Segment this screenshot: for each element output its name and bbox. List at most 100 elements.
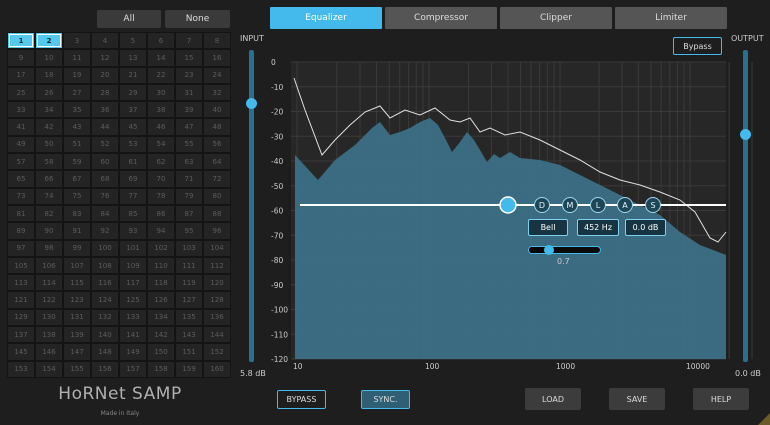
- preset-cell[interactable]: 78: [147, 187, 175, 205]
- eq-bypass-button[interactable]: Bypass: [673, 37, 722, 55]
- preset-cell[interactable]: 135: [175, 308, 203, 327]
- preset-cell[interactable]: 21: [119, 66, 147, 84]
- select-none-button[interactable]: None: [165, 10, 230, 28]
- preset-cell[interactable]: 22: [147, 66, 175, 84]
- band-option-s-button[interactable]: S: [645, 197, 661, 213]
- preset-cell[interactable]: 42: [35, 118, 63, 136]
- preset-cell[interactable]: 32: [203, 83, 231, 102]
- preset-cell[interactable]: 157: [119, 360, 147, 378]
- preset-cell[interactable]: 48: [203, 118, 231, 136]
- preset-cell[interactable]: 37: [119, 101, 147, 119]
- preset-cell[interactable]: 112: [203, 256, 231, 275]
- preset-cell[interactable]: 136: [203, 308, 231, 327]
- band-option-m-button[interactable]: M: [562, 197, 578, 213]
- preset-cell[interactable]: 97: [7, 239, 35, 257]
- preset-cell[interactable]: 145: [7, 343, 35, 361]
- preset-cell[interactable]: 110: [147, 256, 175, 275]
- preset-cell[interactable]: 10: [35, 49, 63, 67]
- preset-cell[interactable]: 46: [147, 118, 175, 136]
- input-slider[interactable]: [249, 50, 254, 362]
- preset-cell[interactable]: 92: [91, 222, 119, 240]
- preset-cell[interactable]: 111: [175, 256, 203, 275]
- preset-cell[interactable]: 90: [35, 222, 63, 240]
- preset-cell[interactable]: 2: [35, 32, 63, 50]
- preset-cell[interactable]: 133: [119, 308, 147, 327]
- preset-cell[interactable]: 102: [147, 239, 175, 257]
- preset-cell[interactable]: 108: [91, 256, 119, 275]
- preset-cell[interactable]: 72: [203, 170, 231, 188]
- preset-cell[interactable]: 69: [119, 170, 147, 188]
- band-q-slider[interactable]: [528, 245, 601, 255]
- preset-cell[interactable]: 5: [119, 32, 147, 50]
- preset-cell[interactable]: 17: [7, 66, 35, 84]
- preset-cell[interactable]: 101: [119, 239, 147, 257]
- preset-cell[interactable]: 122: [35, 291, 63, 309]
- preset-cell[interactable]: 158: [147, 360, 175, 378]
- preset-cell[interactable]: 99: [63, 239, 91, 257]
- preset-cell[interactable]: 113: [7, 274, 35, 292]
- preset-cell[interactable]: 83: [63, 204, 91, 223]
- preset-cell[interactable]: 138: [35, 326, 63, 344]
- preset-cell[interactable]: 107: [63, 256, 91, 275]
- preset-cell[interactable]: 43: [63, 118, 91, 136]
- select-all-button[interactable]: All: [97, 10, 161, 28]
- preset-cell[interactable]: 58: [35, 153, 63, 171]
- preset-cell[interactable]: 73: [7, 187, 35, 205]
- preset-cell[interactable]: 114: [35, 274, 63, 292]
- preset-cell[interactable]: 6: [147, 32, 175, 50]
- preset-cell[interactable]: 143: [175, 326, 203, 344]
- preset-cell[interactable]: 118: [147, 274, 175, 292]
- preset-cell[interactable]: 151: [175, 343, 203, 361]
- preset-cell[interactable]: 155: [63, 360, 91, 378]
- preset-cell[interactable]: 144: [203, 326, 231, 344]
- preset-cell[interactable]: 54: [147, 135, 175, 154]
- preset-cell[interactable]: 65: [7, 170, 35, 188]
- preset-cell[interactable]: 9: [7, 49, 35, 67]
- preset-cell[interactable]: 53: [119, 135, 147, 154]
- preset-cell[interactable]: 70: [147, 170, 175, 188]
- preset-cell[interactable]: 59: [63, 153, 91, 171]
- preset-cell[interactable]: 64: [203, 153, 231, 171]
- preset-cell[interactable]: 80: [203, 187, 231, 205]
- preset-cell[interactable]: 117: [119, 274, 147, 292]
- preset-cell[interactable]: 150: [147, 343, 175, 361]
- preset-cell[interactable]: 159: [175, 360, 203, 378]
- preset-cell[interactable]: 79: [175, 187, 203, 205]
- preset-cell[interactable]: 1: [7, 32, 35, 50]
- output-slider-handle[interactable]: [740, 129, 751, 141]
- preset-cell[interactable]: 26: [35, 83, 63, 102]
- band-gain-field[interactable]: 0.0 dB: [625, 219, 666, 236]
- preset-cell[interactable]: 57: [7, 153, 35, 171]
- preset-cell[interactable]: 140: [91, 326, 119, 344]
- preset-cell[interactable]: 96: [203, 222, 231, 240]
- preset-cell[interactable]: 105: [7, 256, 35, 275]
- preset-cell[interactable]: 15: [175, 49, 203, 67]
- preset-cell[interactable]: 13: [119, 49, 147, 67]
- save-button[interactable]: SAVE: [609, 388, 665, 410]
- preset-cell[interactable]: 91: [63, 222, 91, 240]
- band-option-l-button[interactable]: L: [590, 197, 606, 213]
- tab-equalizer[interactable]: Equalizer: [270, 7, 382, 29]
- preset-cell[interactable]: 75: [63, 187, 91, 205]
- preset-cell[interactable]: 56: [203, 135, 231, 154]
- preset-cell[interactable]: 87: [175, 204, 203, 223]
- preset-cell[interactable]: 82: [35, 204, 63, 223]
- preset-cell[interactable]: 142: [147, 326, 175, 344]
- preset-cell[interactable]: 63: [175, 153, 203, 171]
- preset-cell[interactable]: 25: [7, 83, 35, 102]
- preset-cell[interactable]: 55: [175, 135, 203, 154]
- preset-cell[interactable]: 120: [203, 274, 231, 292]
- preset-cell[interactable]: 81: [7, 204, 35, 223]
- preset-cell[interactable]: 44: [91, 118, 119, 136]
- band-q-handle[interactable]: [544, 245, 555, 255]
- preset-cell[interactable]: 139: [63, 326, 91, 344]
- preset-cell[interactable]: 123: [63, 291, 91, 309]
- preset-cell[interactable]: 39: [175, 101, 203, 119]
- preset-cell[interactable]: 19: [63, 66, 91, 84]
- preset-cell[interactable]: 51: [63, 135, 91, 154]
- preset-cell[interactable]: 36: [91, 101, 119, 119]
- preset-cell[interactable]: 31: [175, 83, 203, 102]
- preset-cell[interactable]: 131: [63, 308, 91, 327]
- preset-cell[interactable]: 45: [119, 118, 147, 136]
- help-button[interactable]: HELP: [693, 388, 749, 410]
